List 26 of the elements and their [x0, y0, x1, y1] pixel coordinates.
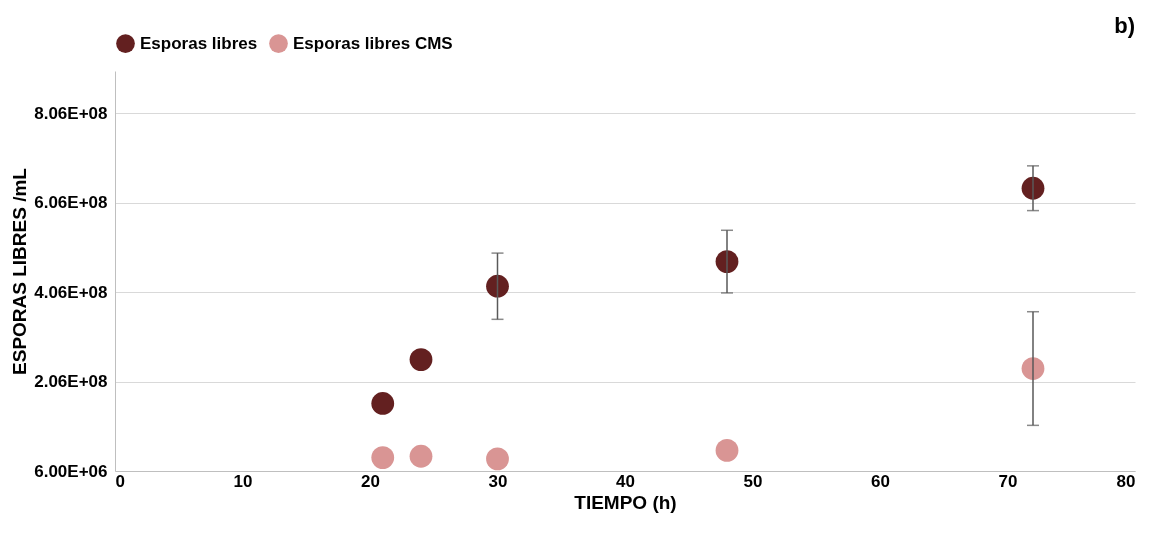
- x-tick-label: 50: [743, 471, 763, 491]
- point: [715, 439, 739, 462]
- point: [409, 348, 433, 371]
- x-tick-label: 80: [1116, 471, 1136, 491]
- x-tick-label: 10: [233, 471, 253, 491]
- x-tick-label: 60: [871, 471, 890, 491]
- point: [486, 274, 509, 298]
- y-tick-label: 8.06E+08: [34, 103, 108, 123]
- x-tick-label: 0: [115, 471, 125, 491]
- point: [371, 392, 395, 415]
- x-tick-label: 70: [998, 471, 1018, 491]
- y-axis-title: ESPORAS LIBRES /mL: [9, 167, 31, 375]
- point: [371, 446, 395, 469]
- text: b): [1114, 13, 1135, 38]
- point: [409, 444, 433, 468]
- y-tick-label: 6.06E+08: [34, 193, 108, 213]
- point: [486, 447, 509, 471]
- legend-label: Esporas libres: [140, 33, 258, 53]
- y-tick-label: 2.06E+08: [34, 372, 108, 392]
- x-tick-label: 40: [616, 471, 635, 491]
- x-tick-label: 20: [361, 471, 380, 491]
- y-tick-label: 6.00E+06: [34, 461, 108, 481]
- x-tick-label: 30: [488, 471, 508, 491]
- y-tick-label: 4.06E+08: [34, 282, 108, 302]
- x-axis-title: TIEMPO (h): [574, 491, 677, 513]
- legend-label: Esporas libres CMS: [293, 33, 453, 53]
